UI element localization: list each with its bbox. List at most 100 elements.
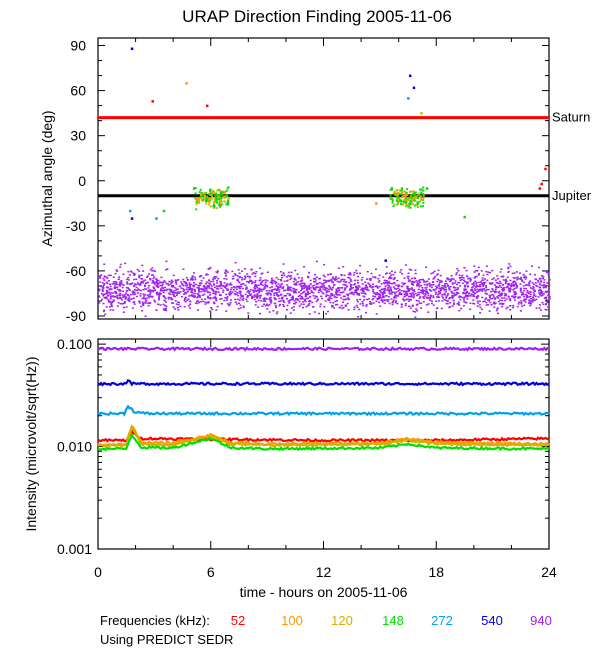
azimuth-band-dot xyxy=(522,299,525,302)
azimuth-cluster-dot xyxy=(401,194,404,197)
azimuth-band-dot xyxy=(191,275,194,278)
azimuth-cluster-dot xyxy=(422,197,425,200)
azimuth-band-dot xyxy=(262,288,265,291)
azimuth-band-dot xyxy=(229,301,232,304)
azimuth-band-dot xyxy=(279,285,282,288)
azimuth-band-dot xyxy=(472,293,475,296)
intensity-xtick-label: 0 xyxy=(94,564,102,580)
azimuth-band-dot xyxy=(548,279,551,281)
azimuth-band-dot xyxy=(286,284,289,286)
azimuth-band-dot xyxy=(283,274,286,277)
azimuth-band-dot xyxy=(406,287,409,289)
azimuth-band-dot xyxy=(535,284,538,287)
azimuth-band-dot xyxy=(248,290,251,293)
azimuth-band-dot xyxy=(407,272,410,275)
azimuth-band-dot xyxy=(411,289,414,292)
azimuth-band-dot xyxy=(384,281,387,284)
azimuth-band-dot xyxy=(370,272,373,275)
azimuth-band-dot xyxy=(508,298,511,300)
azimuth-band-dot xyxy=(223,299,226,302)
azimuth-cluster-dot xyxy=(222,196,225,199)
azimuth-band-dot xyxy=(460,278,463,281)
azimuth-band-dot xyxy=(312,287,315,289)
azimuth-band-dot xyxy=(528,292,531,295)
azimuth-band-dot xyxy=(279,286,282,288)
azimuth-band-dot xyxy=(322,274,325,277)
azimuth-cluster-dot xyxy=(203,198,206,201)
azimuth-band-dot xyxy=(294,291,297,294)
azimuth-ylabel: Azimuthal angle (deg) xyxy=(39,110,55,246)
azimuth-band-dot xyxy=(213,275,216,278)
azimuth-band-dot xyxy=(190,277,193,280)
azimuth-band-dot xyxy=(385,272,388,274)
azimuth-band-dot xyxy=(283,289,286,292)
azimuth-band-dot xyxy=(406,290,409,293)
azimuth-band-dot xyxy=(157,282,160,285)
azimuth-cluster-dot xyxy=(227,203,230,206)
azimuth-band-dot xyxy=(407,300,410,302)
azimuth-band-dot xyxy=(475,275,478,278)
azimuth-band-dot xyxy=(454,280,457,282)
azimuth-band-dot xyxy=(518,301,521,303)
azimuth-cluster-dot xyxy=(397,196,400,199)
azimuth-band-dot xyxy=(259,297,262,299)
azimuth-band-dot xyxy=(122,273,125,275)
azimuth-band-dot xyxy=(160,288,163,290)
azimuth-band-dot xyxy=(444,286,447,289)
azimuth-band-dot xyxy=(288,293,291,295)
azimuth-band-dot xyxy=(289,286,292,288)
azimuth-band-dot xyxy=(497,312,500,315)
azimuth-band-dot xyxy=(543,281,546,284)
azimuth-band-dot xyxy=(293,278,296,281)
azimuth-band-dot xyxy=(100,285,103,288)
azimuth-band-dot xyxy=(344,298,347,301)
azimuth-band-dot xyxy=(226,297,229,300)
azimuth-band-dot xyxy=(269,294,272,296)
azimuth-band-dot xyxy=(495,291,498,293)
azimuth-band-dot xyxy=(416,281,419,284)
azimuth-band-dot xyxy=(278,300,281,303)
azimuth-band-dot xyxy=(381,301,384,303)
azimuth-band-dot xyxy=(337,277,340,279)
azimuth-band-dot xyxy=(290,307,293,309)
azimuth-band-dot xyxy=(495,281,498,284)
azimuth-band-dot xyxy=(339,291,342,294)
azimuth-cluster-dot xyxy=(389,196,392,199)
azimuth-band-dot xyxy=(448,306,451,309)
azimuth-band-dot xyxy=(414,272,417,275)
azimuth-band-dot xyxy=(507,289,510,291)
azimuth-band-dot xyxy=(444,290,447,293)
azimuth-band-dot xyxy=(497,294,500,297)
azimuth-band-dot xyxy=(346,302,349,305)
azimuth-band-dot xyxy=(458,304,461,306)
azimuth-band-dot xyxy=(238,272,241,274)
azimuth-band-dot xyxy=(532,287,535,289)
azimuth-band-dot xyxy=(163,280,166,282)
azimuth-band-dot xyxy=(539,309,542,311)
azimuth-band-dot xyxy=(386,288,389,290)
azimuth-band-dot xyxy=(529,287,532,289)
azimuth-band-dot xyxy=(229,299,232,301)
azimuth-band-dot xyxy=(411,304,414,307)
azimuth-band-dot xyxy=(352,292,355,294)
azimuth-band-dot xyxy=(325,291,328,294)
azimuth-band-dot xyxy=(133,273,136,275)
azimuth-band-dot xyxy=(392,291,395,294)
azimuth-band-dot xyxy=(542,284,545,287)
azimuth-band-dot xyxy=(329,279,332,282)
azimuth-band-dot xyxy=(295,284,298,286)
azimuth-band-dot xyxy=(169,283,172,285)
azimuth-cluster-dot xyxy=(227,186,230,189)
azimuth-band-dot xyxy=(114,283,117,285)
azimuth-band-dot xyxy=(217,285,220,288)
azimuth-band-dot xyxy=(392,278,395,281)
azimuth-band-dot xyxy=(547,273,550,275)
azimuth-band-dot xyxy=(521,279,524,281)
azimuth-band-dot xyxy=(383,299,386,301)
azimuth-band-dot xyxy=(265,297,268,300)
azimuth-band-dot xyxy=(338,294,341,296)
azimuth-band-dot xyxy=(261,305,264,307)
azimuth-band-dot xyxy=(263,287,266,289)
azimuth-band-dot xyxy=(266,279,269,282)
azimuth-band-dot xyxy=(463,301,466,303)
